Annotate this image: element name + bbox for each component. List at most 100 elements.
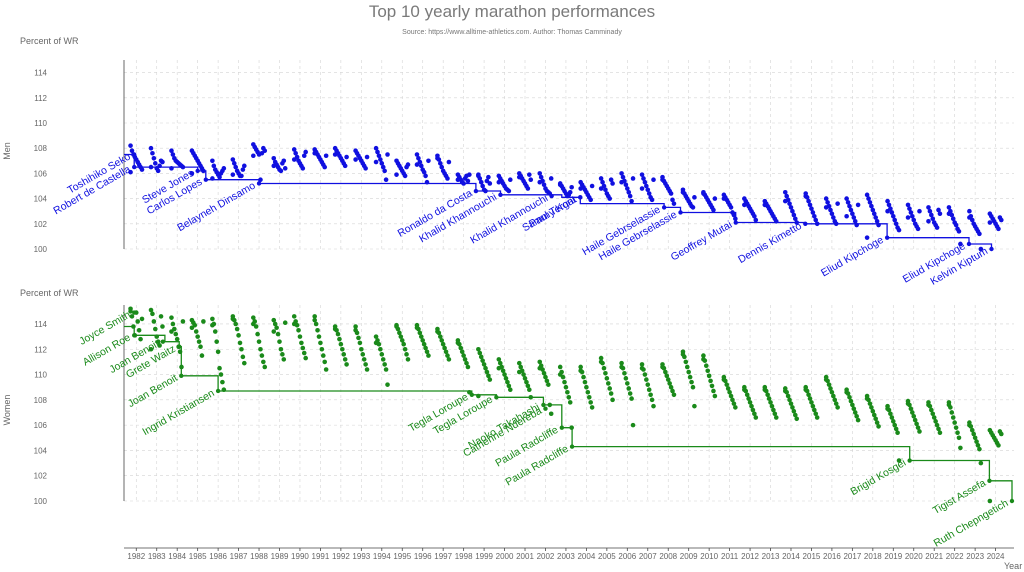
data-point (421, 341, 427, 347)
data-point (503, 376, 509, 381)
y-tick-label: 106 (34, 169, 48, 178)
data-point (914, 421, 919, 427)
data-point (608, 177, 614, 182)
data-point (353, 327, 358, 333)
data-point (446, 357, 452, 362)
data-point (784, 193, 789, 199)
data-point (835, 405, 840, 410)
data-point (813, 411, 819, 417)
data-point (465, 178, 471, 184)
data-point (465, 364, 471, 370)
x-tick-label: 2021 (925, 552, 943, 561)
data-point (414, 325, 420, 331)
data-point (987, 220, 993, 225)
x-tick-label: 2003 (557, 552, 575, 561)
data-point (516, 174, 522, 180)
data-point (727, 389, 732, 395)
data-point (301, 153, 307, 159)
data-point (318, 340, 323, 346)
data-point (170, 152, 176, 157)
data-point (810, 403, 816, 409)
data-point (258, 346, 263, 352)
data-point (885, 198, 890, 204)
record-marker (132, 152, 137, 157)
data-point (950, 216, 956, 222)
data-point (953, 222, 959, 228)
data-point (852, 218, 858, 224)
data-point (645, 382, 651, 387)
x-tick-label: 1999 (475, 552, 493, 561)
data-point (630, 422, 636, 428)
data-point (271, 329, 277, 334)
data-point (301, 350, 307, 356)
data-point (665, 377, 671, 382)
data-point (282, 320, 288, 326)
data-point (467, 172, 472, 177)
data-point (791, 212, 797, 218)
data-point (150, 311, 155, 317)
data-point (129, 314, 135, 319)
data-point (578, 368, 583, 374)
data-point (790, 405, 795, 410)
data-point (153, 326, 158, 332)
x-tick-label: 1994 (373, 552, 391, 561)
x-tick-label: 1998 (455, 552, 473, 561)
data-point (446, 159, 452, 165)
data-point (926, 205, 931, 210)
data-point (803, 387, 809, 393)
data-point (291, 314, 297, 319)
data-point (487, 377, 493, 382)
record-marker (966, 241, 972, 247)
data-point (505, 379, 510, 385)
data-point (344, 362, 349, 367)
data-point (402, 173, 408, 179)
data-point (500, 368, 506, 374)
data-point (373, 159, 379, 165)
y-tick-label: 108 (34, 144, 48, 153)
data-point (969, 427, 975, 433)
data-point (744, 392, 750, 398)
data-point (527, 172, 532, 177)
data-point (823, 205, 829, 210)
data-point (417, 330, 423, 336)
data-point (405, 162, 411, 167)
data-point (728, 393, 734, 399)
y-tick-label: 104 (34, 195, 48, 204)
data-point (649, 397, 655, 403)
data-point (692, 195, 697, 200)
data-point (934, 422, 940, 428)
data-point (416, 155, 421, 161)
record-marker (132, 164, 137, 170)
data-point (668, 191, 674, 196)
data-point (937, 211, 943, 217)
data-point (706, 373, 712, 379)
data-point (996, 443, 1001, 448)
data-point (626, 190, 632, 195)
x-tick-label: 1990 (291, 552, 309, 561)
data-point (199, 353, 205, 358)
data-point (174, 336, 180, 342)
data-point (394, 324, 399, 329)
data-point (139, 316, 145, 322)
data-point (782, 388, 788, 394)
record-marker (494, 395, 499, 400)
data-point (438, 334, 443, 339)
data-point (623, 376, 629, 381)
data-point (874, 218, 880, 224)
x-tick-label: 2019 (884, 552, 902, 561)
data-point (150, 150, 155, 156)
record-marker (549, 193, 554, 199)
data-point (383, 177, 389, 182)
data-point (987, 498, 993, 504)
data-point (299, 340, 304, 346)
data-point (871, 412, 877, 418)
x-tick-label: 2010 (700, 552, 718, 561)
data-point (996, 226, 1001, 232)
data-point (297, 334, 303, 339)
x-tick-label: 2020 (905, 552, 923, 561)
data-point (967, 422, 972, 428)
data-point (497, 360, 503, 366)
x-tick-label: 2000 (496, 552, 514, 561)
data-point (601, 365, 607, 371)
data-point (629, 198, 634, 204)
